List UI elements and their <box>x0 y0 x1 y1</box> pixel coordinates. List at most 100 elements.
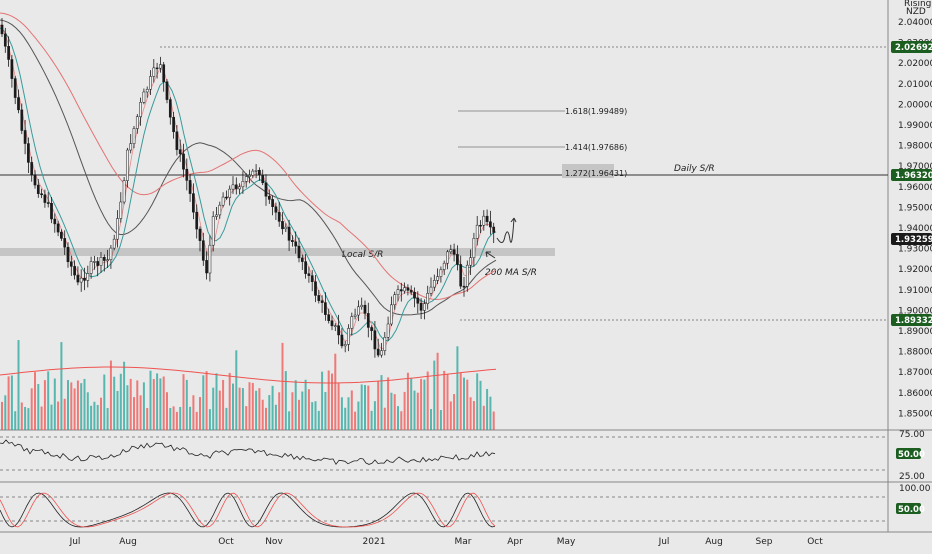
volume-bar <box>106 408 109 430</box>
candle-body <box>380 350 383 356</box>
volume-bar <box>397 406 399 430</box>
candle-body <box>112 238 116 249</box>
candle-body <box>492 226 496 233</box>
candle-body <box>96 261 100 266</box>
candle-body <box>465 264 469 287</box>
candle-body <box>439 269 443 277</box>
candle-body <box>79 277 83 283</box>
price-tick: 1.97000 <box>898 162 932 172</box>
volume-bar <box>222 379 225 430</box>
volume-bar <box>373 401 376 430</box>
volume-bar <box>149 370 152 430</box>
volume-bar <box>446 373 449 430</box>
volume-bar <box>317 410 320 430</box>
candle-body <box>399 289 403 292</box>
volume-bar <box>426 371 429 430</box>
price-tick: 1.87000 <box>898 368 932 378</box>
volume-bar <box>433 360 436 430</box>
volume-bar <box>24 406 27 430</box>
candle-body <box>46 202 50 204</box>
volume-bar <box>119 373 122 430</box>
candle-body <box>60 231 63 239</box>
candle-body <box>162 64 166 82</box>
volume-bar <box>50 404 53 430</box>
candle-body <box>403 287 406 292</box>
volume-bar <box>291 392 294 430</box>
volume-bar <box>459 372 462 430</box>
stoch-tag: 50.00 <box>896 503 925 515</box>
candle-body <box>442 262 446 270</box>
volume-bar <box>255 390 258 430</box>
svg-text:50.00: 50.00 <box>898 505 925 515</box>
candle-body <box>10 59 14 79</box>
volume-bar <box>235 350 238 430</box>
time-axis[interactable]: Jul Aug Oct Nov 2021 Mar Apr May Jul Aug Sep Oct <box>69 537 824 547</box>
volume-bar <box>463 377 465 430</box>
currency-line2: NZD <box>906 7 926 17</box>
ma-arrow-icon <box>485 251 496 259</box>
volume-bar <box>251 382 254 430</box>
volume-bar <box>423 379 426 430</box>
candle-body <box>248 175 251 177</box>
volume-bar <box>93 401 96 430</box>
volume-bar <box>20 402 23 430</box>
candle-body <box>86 273 90 281</box>
volume-bar <box>301 391 304 430</box>
volume-bar <box>334 353 337 430</box>
candle-body <box>211 216 215 246</box>
candle-body <box>43 194 47 203</box>
candle-body <box>324 302 327 315</box>
candle-body <box>396 289 400 296</box>
ma-slow-line <box>0 12 497 301</box>
volume-bar <box>215 373 218 430</box>
volume-bar <box>126 385 129 430</box>
candle-body <box>172 116 175 133</box>
candle-body <box>317 295 321 301</box>
volume-bar <box>354 411 357 430</box>
volume-bar <box>344 407 347 430</box>
volume-ma-line <box>0 366 497 384</box>
candle-body <box>277 212 281 222</box>
candle-body <box>241 181 245 188</box>
candle-body <box>469 257 472 266</box>
volume-bar <box>479 380 482 430</box>
price-tick: 1.96000 <box>898 183 932 193</box>
volume-bar <box>274 404 277 430</box>
volume-bar <box>288 411 291 430</box>
price-tick: 1.86000 <box>898 389 932 399</box>
candle-body <box>383 337 387 351</box>
volume-bar <box>439 410 442 430</box>
volume-bar <box>406 372 409 430</box>
candle-body <box>472 238 476 258</box>
candle-body <box>50 203 53 220</box>
candle-body <box>376 348 380 356</box>
currency-line1: Rising <box>904 0 931 9</box>
candle-body <box>360 304 364 308</box>
volume-bar <box>27 408 30 430</box>
volume-bar <box>469 397 472 430</box>
candle-body <box>218 204 222 216</box>
volume-bar <box>146 407 149 430</box>
volume-bar <box>202 375 205 430</box>
candle-body <box>40 193 43 196</box>
candle-body <box>446 251 449 264</box>
candle-body <box>261 174 265 184</box>
volume-bar <box>116 390 119 430</box>
volume-bar <box>123 361 126 430</box>
volume-bar <box>100 397 102 430</box>
rsi-tick-75: 75.00 <box>899 430 925 440</box>
candle-body <box>135 116 139 129</box>
volume-bar <box>218 390 221 430</box>
candle-body <box>17 97 20 111</box>
candle-body <box>423 303 426 311</box>
fib-1414-label: 1.414(1.97686) <box>565 143 627 152</box>
volume-bar <box>208 409 211 430</box>
candle-body <box>53 218 57 225</box>
volume-bar <box>225 407 228 430</box>
candle-body <box>287 226 291 241</box>
candle-body <box>462 285 466 288</box>
candle-body <box>350 316 354 329</box>
price-tick: 1.89000 <box>898 327 932 337</box>
